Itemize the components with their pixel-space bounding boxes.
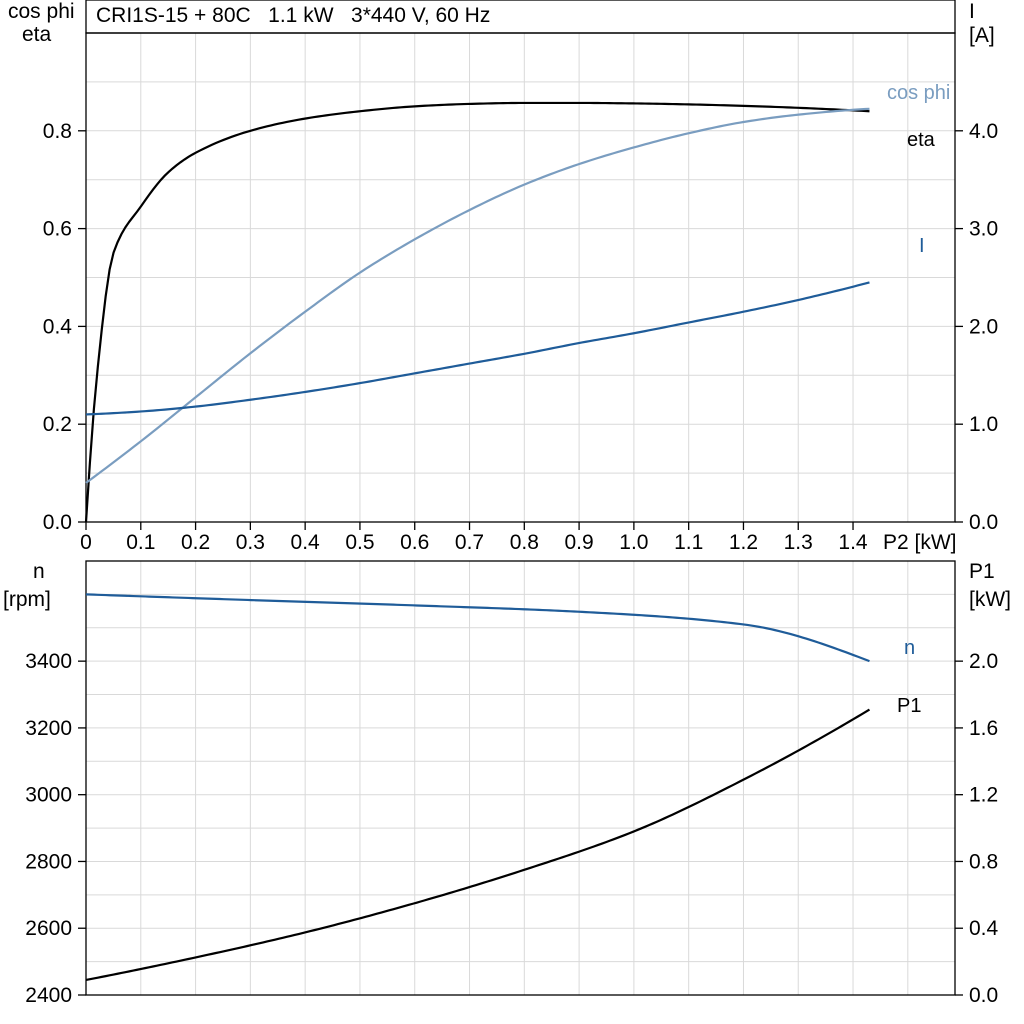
svg-text:1.6: 1.6: [969, 717, 998, 740]
svg-text:2600: 2600: [25, 917, 72, 940]
svg-text:1.0: 1.0: [969, 413, 998, 436]
svg-text:1.3: 1.3: [784, 531, 813, 554]
svg-text:0.8: 0.8: [510, 531, 539, 554]
svg-text:0.7: 0.7: [455, 531, 484, 554]
svg-text:[rpm]: [rpm]: [3, 588, 51, 611]
svg-text:I: I: [919, 235, 925, 257]
svg-text:1.0: 1.0: [619, 531, 648, 554]
svg-text:0.8: 0.8: [969, 850, 998, 873]
svg-text:3000: 3000: [25, 784, 72, 807]
svg-text:3400: 3400: [25, 650, 72, 673]
svg-text:0.0: 0.0: [969, 511, 998, 534]
svg-text:I: I: [969, 0, 975, 23]
svg-text:0.4: 0.4: [969, 917, 999, 940]
svg-text:0.5: 0.5: [345, 531, 374, 554]
svg-text:3.0: 3.0: [969, 218, 998, 241]
svg-text:0.0: 0.0: [969, 984, 998, 1007]
svg-text:0.2: 0.2: [43, 413, 72, 436]
svg-text:1.1: 1.1: [674, 531, 703, 554]
svg-text:[A]: [A]: [969, 24, 995, 47]
svg-text:0.1: 0.1: [126, 531, 155, 554]
svg-text:0.0: 0.0: [43, 511, 72, 534]
svg-text:4.0: 4.0: [969, 120, 998, 143]
svg-text:0: 0: [80, 531, 92, 554]
svg-text:0.6: 0.6: [43, 218, 72, 241]
svg-text:0.4: 0.4: [291, 531, 321, 554]
svg-text:eta: eta: [907, 129, 936, 151]
svg-text:n: n: [904, 637, 915, 659]
svg-text:2400: 2400: [25, 984, 72, 1007]
svg-text:2800: 2800: [25, 850, 72, 873]
svg-text:cos phi: cos phi: [887, 82, 950, 104]
svg-text:eta: eta: [22, 23, 52, 46]
svg-text:1.2: 1.2: [729, 531, 758, 554]
svg-text:3200: 3200: [25, 717, 72, 740]
svg-text:2.0: 2.0: [969, 650, 998, 673]
svg-text:1.2: 1.2: [969, 784, 998, 807]
svg-text:cos phi: cos phi: [8, 0, 75, 23]
svg-text:[kW]: [kW]: [969, 588, 1011, 611]
svg-text:P1: P1: [969, 560, 995, 583]
svg-text:P2 [kW]: P2 [kW]: [883, 531, 957, 554]
svg-text:CRI1S-15 + 80C 1.1 kW 3*44: CRI1S-15 + 80C 1.1 kW 3*440 V, 60 Hz: [96, 4, 490, 27]
svg-text:1.4: 1.4: [838, 531, 868, 554]
svg-text:0.9: 0.9: [564, 531, 593, 554]
svg-text:0.3: 0.3: [236, 531, 265, 554]
svg-text:P1: P1: [897, 695, 921, 717]
svg-text:0.6: 0.6: [400, 531, 429, 554]
svg-text:0.4: 0.4: [43, 315, 73, 338]
svg-text:0.8: 0.8: [43, 120, 72, 143]
svg-text:n: n: [33, 560, 45, 583]
svg-text:0.2: 0.2: [181, 531, 210, 554]
svg-text:2.0: 2.0: [969, 315, 998, 338]
